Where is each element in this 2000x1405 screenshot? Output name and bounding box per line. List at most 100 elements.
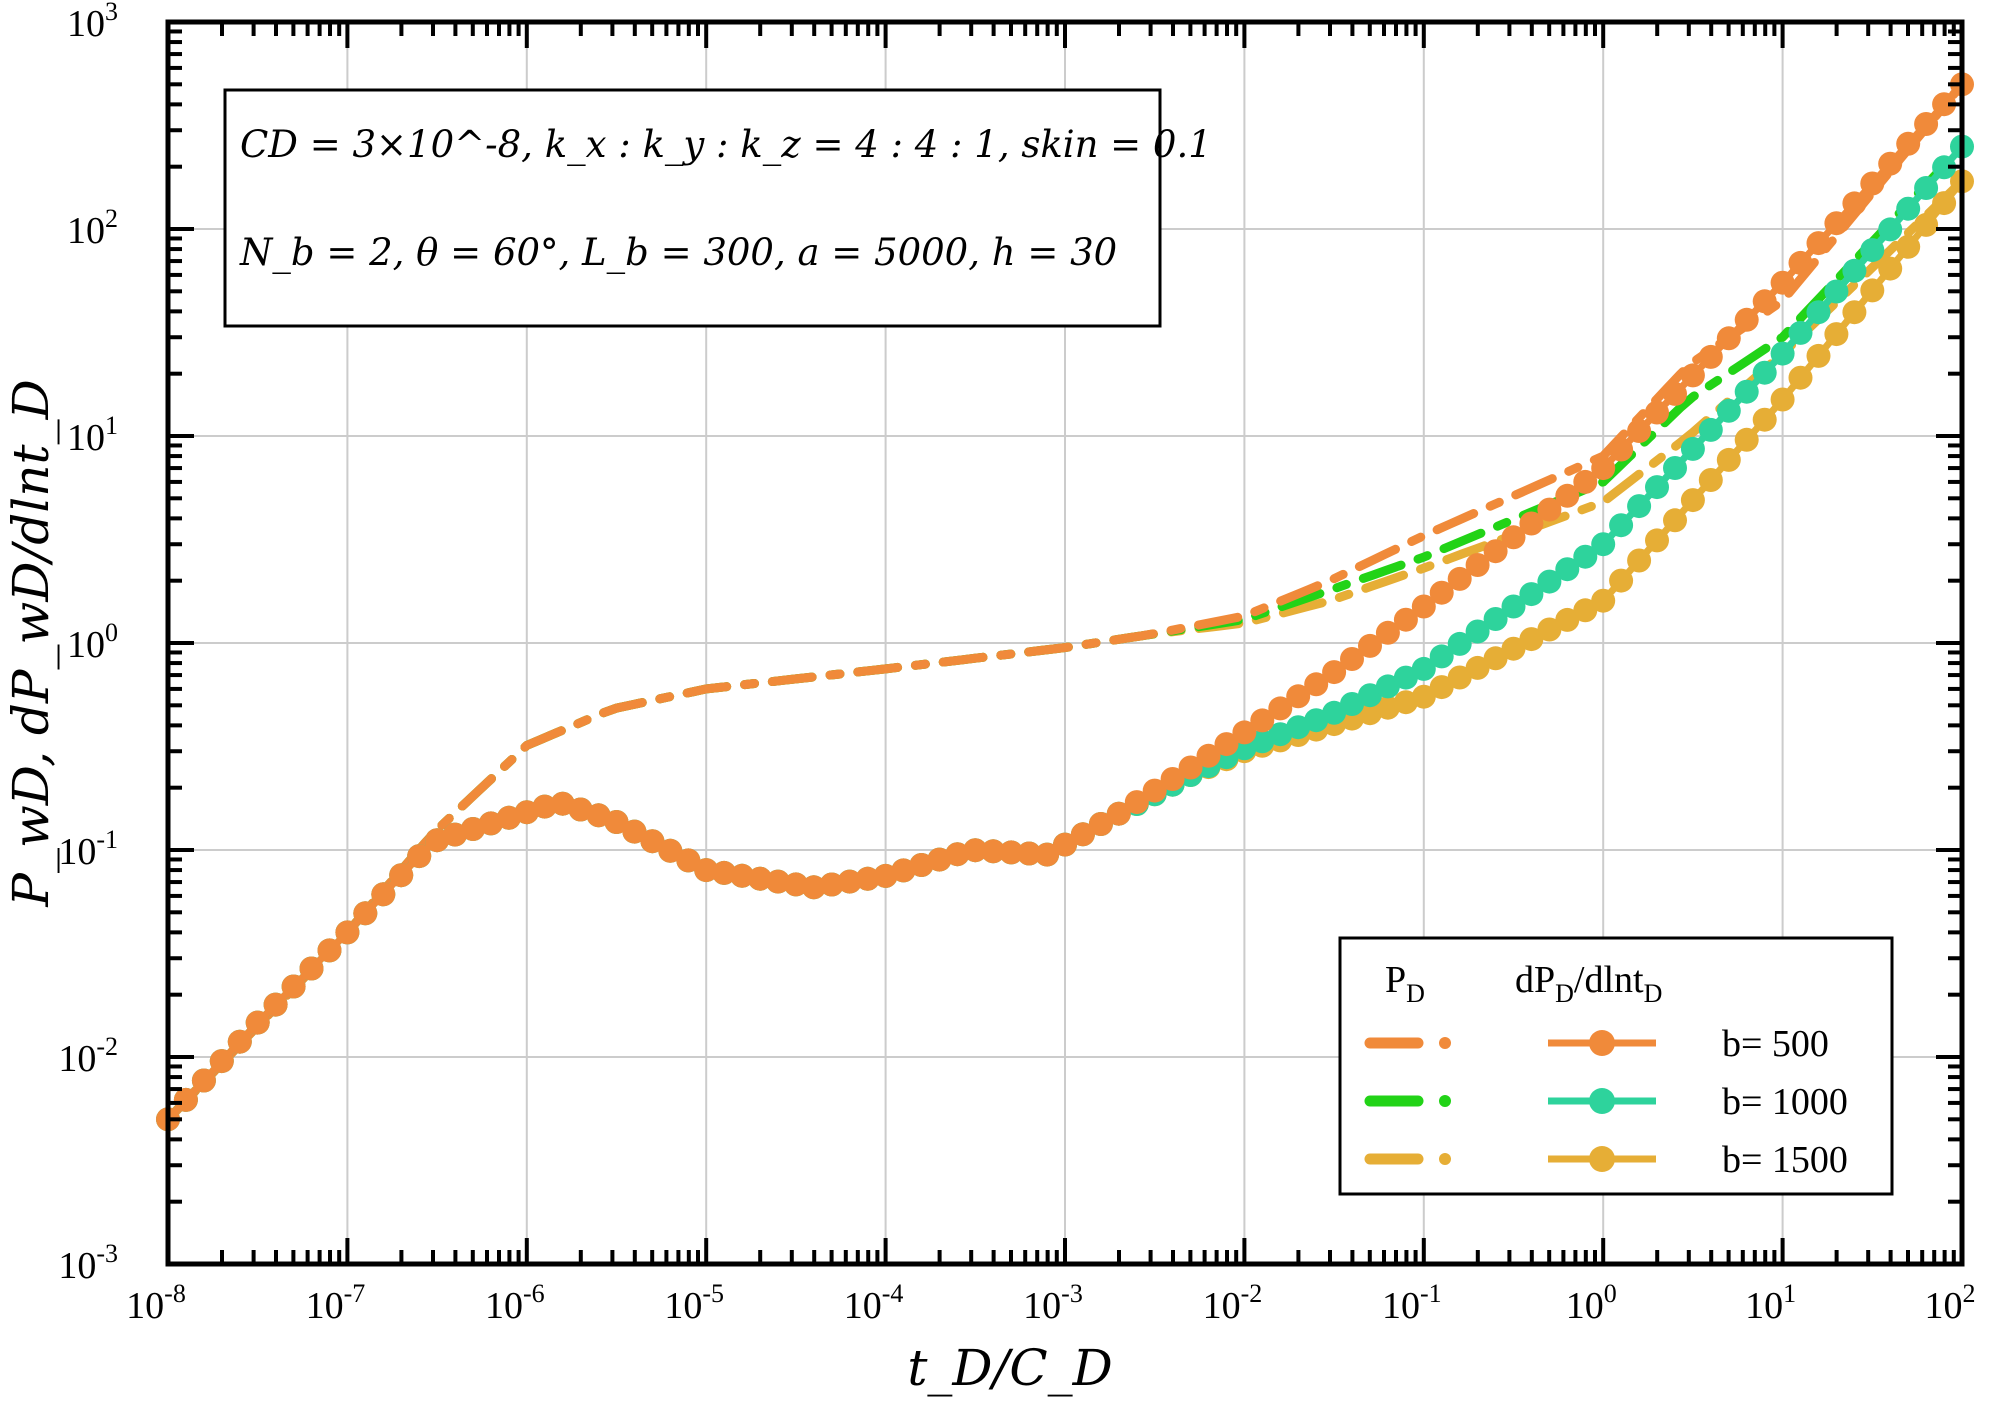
- dpd-point: [1752, 289, 1777, 314]
- dpd-point: [1286, 715, 1311, 740]
- series-dpd-3: [156, 72, 1974, 1132]
- legend-pd-dot: [1439, 1153, 1451, 1165]
- dpd-point: [1286, 684, 1311, 709]
- x-tick-label: 101: [1745, 1279, 1796, 1327]
- x-tick-label: 10-3: [1023, 1279, 1083, 1327]
- dpd-point: [1232, 720, 1257, 745]
- dpd-point: [1752, 407, 1777, 432]
- dpd-point: [478, 811, 503, 836]
- dpd-point: [1914, 112, 1939, 136]
- dpd-point: [1680, 363, 1705, 388]
- dpd-point: [389, 863, 414, 888]
- dpd-point: [1555, 483, 1580, 508]
- legend-pd-dot: [1439, 1037, 1451, 1049]
- dpd-point: [999, 840, 1024, 865]
- dpd-point: [1896, 196, 1921, 221]
- dpd-point: [1896, 131, 1921, 156]
- dpd-point: [1788, 250, 1813, 275]
- dpd-point: [1842, 258, 1867, 283]
- dpd-point: [1770, 341, 1795, 366]
- dpd-point: [1842, 300, 1867, 325]
- legend-dpd-marker: [1589, 1030, 1615, 1056]
- legend-pd-dot: [1439, 1095, 1451, 1107]
- dpd-point: [945, 842, 970, 867]
- dpd-point: [1806, 343, 1831, 368]
- dpd-point: [1932, 155, 1957, 180]
- dpd-point: [1465, 553, 1490, 577]
- dpd-point: [927, 847, 952, 872]
- dpd-point: [604, 810, 629, 834]
- dpd-point: [1680, 488, 1705, 513]
- dpd-point: [1322, 660, 1347, 685]
- dpd-point: [245, 1010, 270, 1035]
- dpd-point: [766, 869, 790, 894]
- x-tick-label: 10-5: [664, 1279, 724, 1327]
- dpd-point: [1573, 544, 1598, 569]
- dpd-point: [819, 872, 844, 897]
- dpd-point: [1160, 767, 1185, 791]
- dpd-point: [1770, 270, 1795, 295]
- dpd-point: [1609, 437, 1634, 462]
- dpd-point: [1824, 322, 1849, 347]
- legend-row: b= 500: [1364, 1023, 1829, 1065]
- dpd-point: [1214, 732, 1239, 757]
- dpd-point: [1591, 532, 1616, 557]
- dpd-point: [1537, 497, 1562, 522]
- dpd-point: [1519, 582, 1544, 607]
- dpd-point: [1322, 700, 1347, 725]
- y-tick-label: 103: [67, 0, 118, 45]
- dpd-point: [855, 866, 880, 891]
- dpd-point: [209, 1049, 234, 1074]
- dpd-point: [1375, 695, 1400, 720]
- x-tick-label: 10-7: [306, 1279, 366, 1327]
- series-layer: [156, 72, 1974, 1132]
- dpd-point: [1716, 398, 1741, 423]
- dpd-point: [1663, 508, 1687, 533]
- dpd-point: [1501, 525, 1526, 550]
- dpd-point: [407, 844, 432, 869]
- dpd-point: [1878, 217, 1903, 242]
- dpd-point: [712, 860, 737, 885]
- dpd-point: [1447, 631, 1472, 656]
- tick-labels: 10-8 10-7 10-6 10-5 10-4 10-3 10-2 10-1 100 101 10…: [58, 0, 1975, 1327]
- legend-frame: [1338, 936, 1894, 1196]
- dpd-point: [1645, 475, 1669, 500]
- dpd-point: [1035, 842, 1060, 867]
- dpd-point: [1752, 360, 1777, 385]
- dpd-point: [1411, 594, 1436, 619]
- dpd-point: [1824, 211, 1849, 236]
- dpd-point: [1393, 665, 1418, 690]
- dpd-point: [1716, 447, 1741, 472]
- dpd-point: [1429, 675, 1454, 700]
- dpd-point: [1340, 692, 1364, 716]
- dpd-point: [1878, 256, 1903, 281]
- x-tick-label: 10-1: [1382, 1279, 1442, 1327]
- dpd-point: [1411, 656, 1436, 681]
- y-tick-label: 10-2: [58, 1032, 118, 1080]
- annotation-line-1: CD = 3×10^-8, k_x : k_y : k_z = 4 : 4 : …: [240, 123, 1212, 167]
- dpd-point: [1627, 419, 1652, 443]
- dpd-point: [1465, 655, 1490, 680]
- dpd-point: [568, 797, 593, 822]
- pd-curve: [163, 79, 1967, 1124]
- dpd-point: [1393, 607, 1418, 632]
- dpd-point: [1483, 607, 1508, 631]
- dpd-point: [1932, 92, 1957, 117]
- dpd-point: [1142, 778, 1167, 803]
- x-axis-title: t_D/C_D: [907, 1339, 1112, 1397]
- dpd-point: [1465, 619, 1490, 644]
- dpd-point: [1088, 812, 1113, 836]
- dpd-point: [1375, 620, 1400, 645]
- dpd-point: [963, 838, 988, 863]
- dpd-point: [227, 1029, 252, 1054]
- dpd-point: [1537, 617, 1562, 642]
- dpd-point: [443, 822, 467, 847]
- dpd-point: [1860, 278, 1885, 303]
- dpd-point: [783, 872, 808, 897]
- dpd-point: [981, 839, 1006, 864]
- dpd-point: [1645, 400, 1669, 425]
- dpd-point: [1878, 151, 1903, 176]
- dpd-point: [1106, 801, 1131, 826]
- dpd-point: [676, 848, 701, 873]
- dpd-point: [1250, 708, 1275, 733]
